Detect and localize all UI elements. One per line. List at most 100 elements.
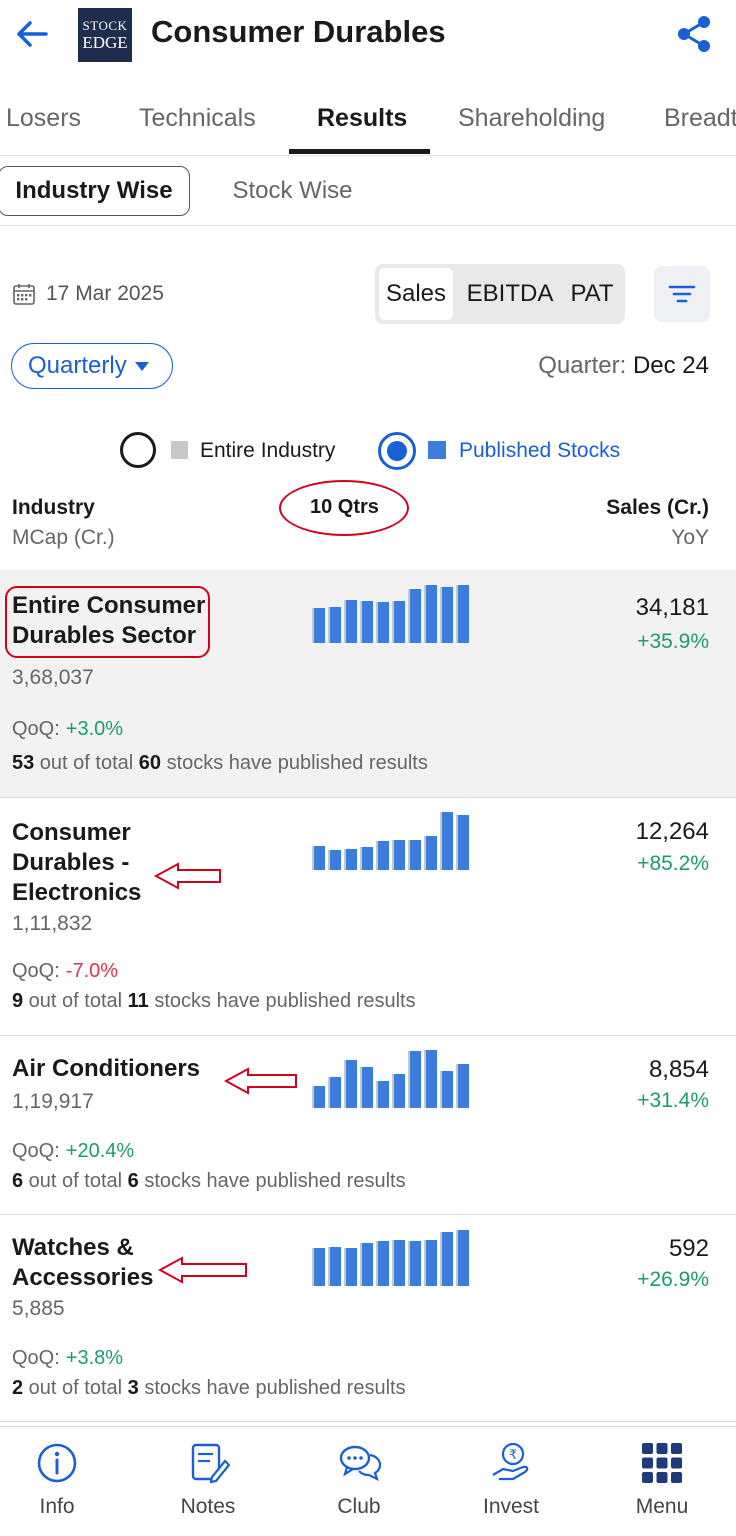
industry-name-line: Electronics: [12, 879, 142, 906]
published-text: stocks have published results: [148, 990, 416, 1012]
industry-card[interactable]: Entire Consumer Durables Sector 3,68,037…: [0, 570, 736, 798]
industry-name-line: Durables Sector: [12, 622, 197, 649]
sales-sparkline: [312, 1050, 469, 1108]
industry-name-line: Watches &: [12, 1234, 134, 1261]
metric-pat-button[interactable]: PAT: [570, 280, 614, 307]
nav-invest[interactable]: ₹ Invest: [461, 1441, 561, 1531]
industry-name: Entire Consumer Durables Sector: [12, 591, 205, 651]
industry-name-line: Accessories: [12, 1264, 154, 1291]
qoq-label: QoQ:: [12, 1140, 60, 1162]
tab-technicals[interactable]: Technicals: [139, 104, 256, 132]
nav-club-label: Club: [337, 1495, 381, 1518]
sparkline-bar: [426, 836, 437, 870]
nav-notes[interactable]: Notes: [158, 1441, 258, 1531]
sparkline-bar: [458, 815, 469, 870]
industry-sales: 34,181: [635, 594, 709, 621]
annotation-circle: [279, 480, 409, 536]
total-number: 3: [127, 1377, 139, 1399]
industry-yoy: +31.4%: [637, 1089, 709, 1112]
annotation-arrow: [154, 862, 221, 890]
sparkline-bar: [362, 601, 373, 643]
sparkline-bar: [410, 1051, 421, 1108]
section-tabs: Losers Technicals Results Shareholding B…: [0, 90, 736, 156]
bottom-navigation: Info Notes Club ₹ Invest: [0, 1426, 736, 1536]
published-count: 9 out of total 11 stocks have published …: [12, 990, 416, 1013]
industry-card[interactable]: Watches & Accessories 5,885 592 +26.9% Q…: [0, 1215, 736, 1422]
industry-mcap: 1,19,917: [12, 1090, 94, 1113]
published-number: 2: [12, 1377, 24, 1399]
published-text: out of total: [23, 1377, 128, 1399]
sparkline-bar: [378, 1241, 389, 1286]
sparkline-bar: [346, 1060, 357, 1108]
logo-text-top: STOCK: [82, 18, 128, 33]
published-number: 53: [12, 752, 35, 774]
industry-wise-button[interactable]: Industry Wise: [0, 166, 190, 216]
nav-menu[interactable]: Menu: [612, 1441, 712, 1531]
annotation-box: [5, 586, 210, 658]
sparkline-bar: [458, 1230, 469, 1286]
metric-ebitda-button[interactable]: EBITDA: [466, 280, 554, 307]
published-text: out of total: [23, 990, 128, 1012]
industry-sales: 8,854: [648, 1056, 709, 1083]
total-number: 60: [138, 752, 162, 774]
qoq-value: +3.8%: [65, 1347, 124, 1369]
sparkline-bar: [330, 850, 341, 870]
total-number: 6: [127, 1170, 139, 1192]
filter-button[interactable]: [654, 266, 710, 322]
industry-card[interactable]: Consumer Durables - Electronics 1,11,832…: [0, 798, 736, 1036]
entire-industry-radio[interactable]: [120, 432, 156, 468]
qoq-label: QoQ:: [12, 718, 60, 740]
sparkline-bar: [330, 1247, 341, 1286]
industry-card[interactable]: Air Conditioners 1,19,917 8,854 +31.4% Q…: [0, 1036, 736, 1215]
info-icon: [37, 1443, 77, 1483]
metric-sales-button[interactable]: Sales: [379, 268, 453, 320]
sparkline-bar: [426, 585, 437, 643]
tab-results[interactable]: Results: [317, 104, 408, 132]
mcap-column-header: MCap (Cr.): [12, 526, 115, 549]
industry-name: Air Conditioners: [12, 1054, 200, 1084]
qoq-change: QoQ: -7.0%: [12, 960, 118, 983]
sparkline-bar: [362, 1067, 373, 1108]
calendar-icon: [13, 284, 35, 305]
period-dropdown-label: Quarterly: [28, 352, 127, 379]
entire-industry-label[interactable]: Entire Industry: [200, 439, 336, 462]
page-title: Consumer Durables: [151, 14, 446, 49]
tab-shareholding[interactable]: Shareholding: [458, 104, 606, 132]
as-of-date: 17 Mar 2025: [46, 282, 164, 305]
published-stocks-radio[interactable]: [378, 432, 416, 470]
stockedge-logo: STOCK EDGE: [78, 8, 132, 62]
qoq-label: QoQ:: [12, 960, 60, 982]
industry-sales: 12,264: [635, 818, 709, 845]
published-stocks-label[interactable]: Published Stocks: [459, 439, 621, 462]
quarter-value: Dec 24: [632, 352, 709, 379]
published-count: 6 out of total 6 stocks have published r…: [12, 1170, 406, 1193]
svg-text:₹: ₹: [509, 1448, 517, 1463]
industry-name-line: Durables -: [12, 849, 130, 876]
published-number: 6: [12, 1170, 24, 1192]
period-dropdown[interactable]: Quarterly: [11, 343, 173, 389]
blue-legend-swatch: [428, 441, 446, 459]
nav-notes-label: Notes: [180, 1495, 236, 1518]
qoq-value: -7.0%: [65, 960, 119, 982]
sparkline-bar: [362, 1243, 373, 1286]
annotation-arrow: [158, 1256, 247, 1284]
column-headers: Industry MCap (Cr.) 10 Qtrs Sales (Cr.) …: [0, 480, 736, 554]
sparkline-bar: [442, 812, 453, 870]
caret-down-icon: [134, 361, 149, 371]
nav-info[interactable]: Info: [7, 1441, 107, 1531]
active-tab-indicator: [289, 149, 430, 154]
club-icon: [339, 1445, 381, 1482]
nav-club[interactable]: Club: [309, 1441, 409, 1531]
tab-losers[interactable]: Losers: [6, 104, 82, 132]
sparkline-bar: [314, 608, 325, 643]
tab-breadth[interactable]: Breadt: [664, 104, 736, 132]
back-arrow-icon[interactable]: [12, 14, 52, 54]
share-icon[interactable]: [674, 14, 714, 54]
published-text: stocks have published results: [138, 1377, 406, 1399]
metric-selector: Sales EBITDA PAT: [375, 264, 625, 324]
invest-icon: ₹: [492, 1442, 529, 1481]
stock-wise-button[interactable]: Stock Wise: [232, 177, 353, 204]
industry-yoy: +85.2%: [637, 852, 709, 875]
industry-mcap: 5,885: [12, 1297, 65, 1320]
qoq-change: QoQ: +20.4%: [12, 1140, 134, 1163]
